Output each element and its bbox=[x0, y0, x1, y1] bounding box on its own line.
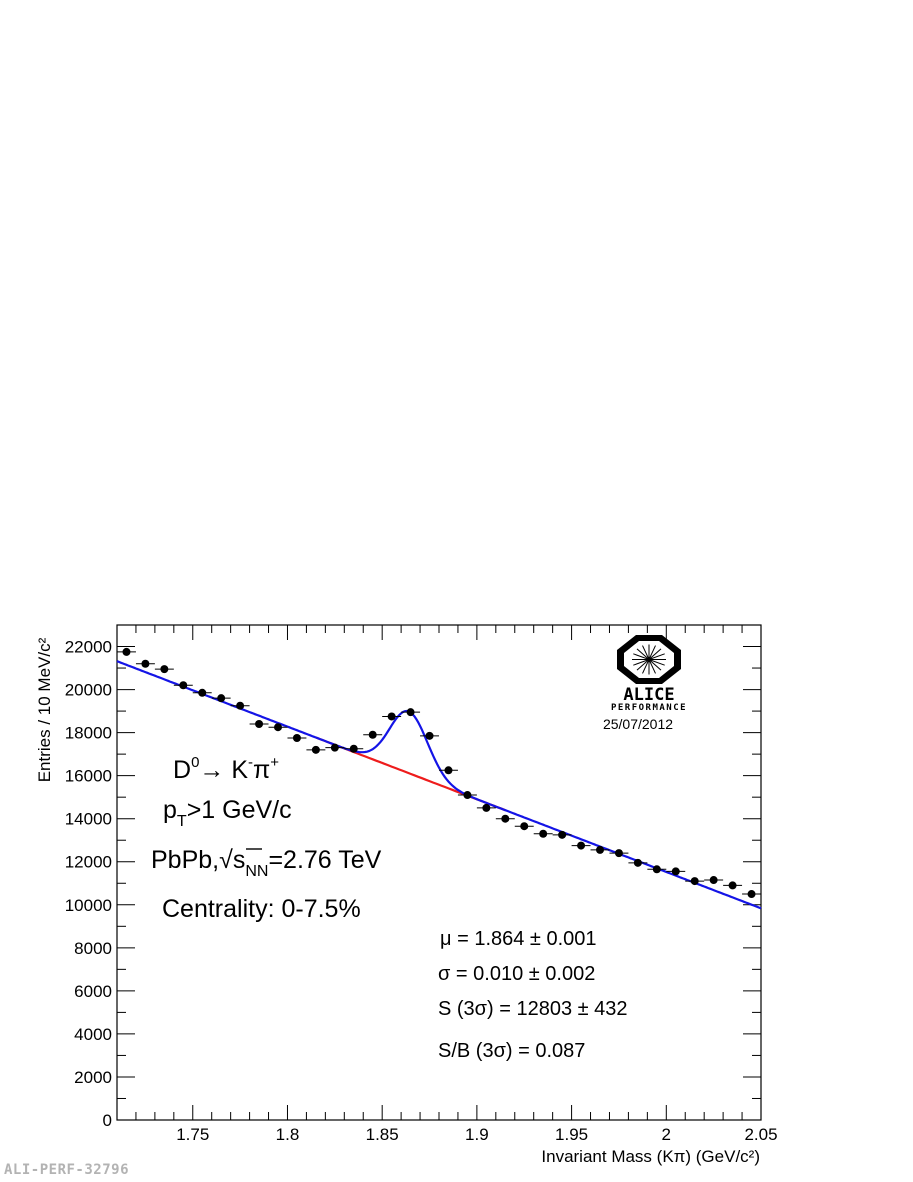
centrality-label: Centrality: 0-7.5% bbox=[162, 895, 361, 923]
data-point bbox=[330, 743, 339, 752]
data-point bbox=[463, 791, 472, 800]
data-point bbox=[558, 830, 567, 839]
y-tick-label: 4000 bbox=[74, 1025, 112, 1044]
data-point bbox=[368, 730, 377, 739]
alice-logo-text: ALICE bbox=[623, 685, 674, 705]
fit-sigma: σ = 0.010 ± 0.002 bbox=[438, 963, 595, 985]
alice-logo-ray bbox=[648, 659, 665, 666]
y-tick-label: 14000 bbox=[65, 810, 112, 829]
data-point bbox=[520, 822, 529, 831]
data-point bbox=[539, 829, 548, 838]
fit-mean: μ = 1.864 ± 0.001 bbox=[440, 928, 597, 950]
y-tick-label: 16000 bbox=[65, 767, 112, 786]
x-tick-label: 2.05 bbox=[744, 1125, 777, 1144]
x-tick-label: 1.9 bbox=[465, 1125, 489, 1144]
y-axis-title: Entries / 10 MeV/c² bbox=[35, 637, 54, 782]
data-point bbox=[652, 865, 661, 874]
collision-system-label: PbPb,√sNN=2.76 TeV bbox=[151, 846, 382, 880]
alice-logo-ray bbox=[648, 653, 665, 660]
y-tick-label: 8000 bbox=[74, 939, 112, 958]
data-point bbox=[387, 712, 396, 721]
data-point bbox=[482, 803, 491, 812]
data-point bbox=[690, 877, 699, 886]
x-tick-label: 1.8 bbox=[276, 1125, 300, 1144]
data-point bbox=[349, 744, 358, 753]
data-point bbox=[255, 720, 264, 728]
data-point bbox=[728, 881, 737, 890]
x-tick-label: 1.75 bbox=[176, 1125, 209, 1144]
data-point bbox=[122, 647, 131, 656]
data-point bbox=[311, 745, 320, 754]
data-point bbox=[747, 890, 756, 899]
x-tick-label: 2 bbox=[662, 1125, 671, 1144]
data-point bbox=[236, 701, 245, 710]
data-point bbox=[425, 731, 434, 740]
alice-logo-subtext: PERFORMANCE bbox=[611, 703, 687, 713]
y-tick-label: 22000 bbox=[65, 638, 112, 657]
data-point bbox=[596, 845, 604, 854]
alice-logo-ray bbox=[648, 659, 662, 671]
data-point bbox=[501, 814, 510, 823]
data-point bbox=[633, 858, 642, 867]
plot-area: 0 2000 4000 6000 8000 10000 12000 14000 16000 180… bbox=[65, 624, 778, 1144]
y-tick-label: 20000 bbox=[65, 681, 112, 700]
data-point bbox=[274, 723, 282, 732]
logo-date: 25/07/2012 bbox=[603, 716, 673, 732]
alice-logo-ray bbox=[642, 659, 650, 674]
fit-signal-to-background: S/B (3σ) = 0.087 bbox=[438, 1040, 585, 1062]
pt-cut-label: pT>1 GeV/c bbox=[163, 796, 292, 830]
y-tick-label: 18000 bbox=[65, 724, 112, 743]
decay-label: D0→ K-π+ bbox=[173, 754, 279, 784]
alice-logo-ray bbox=[633, 653, 650, 660]
alice-logo-ray bbox=[648, 659, 656, 674]
data-point bbox=[160, 665, 169, 674]
x-axis-title: Invariant Mass (Kπ) (GeV/c²) bbox=[541, 1147, 760, 1166]
y-tick-label: 12000 bbox=[65, 853, 112, 872]
y-tick-label: 6000 bbox=[74, 982, 112, 1001]
alice-logo-ray bbox=[648, 648, 662, 660]
alice-logo: ALICE PERFORMANCE 25/07/2012 bbox=[603, 635, 687, 732]
alice-logo-ray bbox=[636, 648, 650, 660]
data-point bbox=[577, 841, 586, 850]
alice-logo-ray bbox=[642, 645, 650, 660]
alice-logo-ray bbox=[633, 659, 650, 666]
data-point bbox=[217, 694, 226, 703]
alice-logo-ray bbox=[636, 659, 650, 671]
data-point bbox=[444, 766, 453, 775]
fit-signal-yield: S (3σ) = 12803 ± 432 bbox=[438, 998, 628, 1020]
data-point bbox=[406, 708, 415, 717]
data-point bbox=[709, 876, 718, 885]
figure-id: ALI-PERF-32796 bbox=[4, 1162, 130, 1178]
x-tick-label: 1.95 bbox=[555, 1125, 588, 1144]
y-tick-label: 0 bbox=[103, 1111, 112, 1130]
alice-logo-rays bbox=[632, 644, 666, 675]
data-point bbox=[179, 681, 188, 690]
data-point bbox=[671, 867, 680, 876]
y-tick-label: 10000 bbox=[65, 896, 112, 915]
data-point bbox=[198, 688, 207, 697]
data-point bbox=[614, 849, 623, 858]
x-tick-label: 1.85 bbox=[366, 1125, 399, 1144]
alice-logo-ray bbox=[648, 645, 656, 660]
data-point bbox=[292, 733, 301, 742]
y-tick-label: 2000 bbox=[74, 1068, 112, 1087]
data-point bbox=[141, 659, 150, 668]
